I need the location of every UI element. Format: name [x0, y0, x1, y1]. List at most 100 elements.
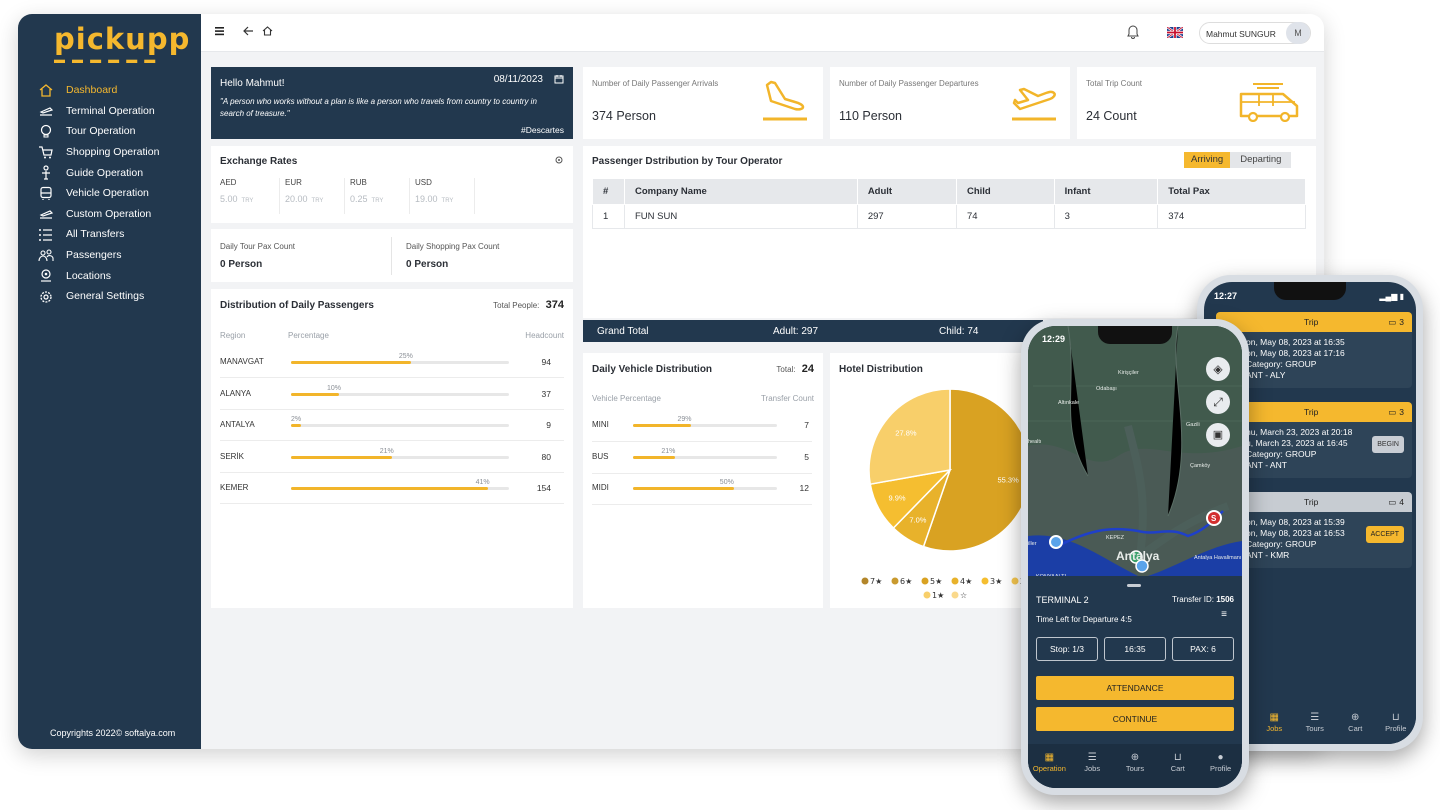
job-count: 4	[1399, 497, 1404, 507]
tab-jobs[interactable]: ☰ Jobs	[1072, 752, 1112, 788]
sidebar-item-shopping-operation[interactable]: Shopping Operation	[38, 142, 198, 163]
sidebar-item-terminal-operation[interactable]: Terminal Operation	[38, 101, 198, 122]
sidebar-item-dashboard[interactable]: Dashboard	[38, 80, 198, 101]
expand-icon[interactable]: ⤢	[1206, 390, 1230, 414]
menu-icon[interactable]	[215, 26, 225, 36]
tours-icon: ⊕	[1130, 752, 1140, 763]
total-people-value: 374	[545, 299, 564, 311]
sidebar-nav: Dashboard Terminal Operation Tour Operatio…	[38, 80, 198, 307]
rate-unit: TRY	[311, 198, 324, 204]
table-row[interactable]: 1 FUN SUN 297 74 3 374	[592, 204, 1306, 229]
percentage-label: 2%	[291, 416, 302, 424]
trip-count-label: Total Trip Count	[1086, 79, 1143, 88]
tab-profile[interactable]: ● Profile	[1201, 752, 1241, 788]
table-body: 1 FUN SUN 297 74 3 374	[592, 204, 1306, 229]
gear-icon	[38, 289, 54, 303]
map-label: Odabaşı	[1096, 386, 1117, 392]
phone1-tabbar: ▦ Operation ☰ Jobs ⊕ Tours ⊔ Cart ● Profile	[1028, 744, 1242, 788]
tab-tours[interactable]: ⊕ Tours	[1115, 752, 1155, 788]
continue-button[interactable]: CONTINUE	[1036, 707, 1234, 731]
bell-icon[interactable]	[1127, 25, 1139, 39]
tab-tours[interactable]: ☰ Tours	[1295, 712, 1335, 744]
job-count: 3	[1399, 317, 1404, 327]
rate-code: RUB	[350, 178, 367, 187]
sidebar-item-all-transfers[interactable]: All Transfers	[38, 224, 198, 245]
departing-tab[interactable]: Departing	[1230, 152, 1292, 168]
vehicle-total-value: 24	[801, 363, 814, 375]
pickupp-logo[interactable]: pickupp ▬ ▬ ▬ ▬ ▬ ▬	[54, 24, 189, 70]
headcount: 80	[541, 451, 551, 462]
rate-value-line: 19.00 TRY	[415, 194, 474, 204]
tab-cart[interactable]: ⊕ Cart	[1335, 712, 1375, 744]
pie-slice-4[interactable]	[868, 388, 951, 486]
transfer-count: 7	[804, 420, 809, 430]
cart-icon: ⊕	[1351, 712, 1360, 723]
gear-icon[interactable]	[554, 155, 564, 165]
bus-icon: ▭	[1388, 497, 1397, 507]
greeting-text: Hello Mahmut!	[220, 78, 285, 89]
sidebar-item-vehicle-operation[interactable]: Vehicle Operation	[38, 183, 198, 204]
home-icon	[38, 83, 54, 97]
tab-profile[interactable]: ⊔ Profile	[1376, 712, 1416, 744]
table-cell: 374	[1157, 204, 1306, 229]
operator-table: # Company Name Adult Child Infant Total Pax 1…	[592, 178, 1306, 229]
rate-eur: EUR 20.00 TRY	[285, 178, 345, 214]
lock-icon[interactable]: ▣	[1206, 423, 1230, 447]
home-icon[interactable]	[262, 26, 273, 36]
back-arrow-icon[interactable]	[243, 26, 254, 36]
terminal-name: TERMINAL 2	[1036, 595, 1089, 605]
sidebar-item-tour-operation[interactable]: Tour Operation	[38, 121, 198, 142]
sidebar-item-locations[interactable]: Locations	[38, 265, 198, 286]
notes-icon[interactable]: ≡	[1221, 609, 1227, 620]
col-headcount: Headcount	[525, 331, 564, 340]
uk-flag-icon[interactable]	[1167, 27, 1183, 38]
phone2-time: 12:27	[1214, 291, 1238, 301]
job-card-header: Trip ▭ 3	[1216, 312, 1412, 332]
job-detail: nu, March 23, 2023 at 20:18	[1246, 427, 1353, 437]
plane-icon	[38, 207, 54, 221]
accept-button[interactable]: ACCEPT	[1365, 526, 1404, 543]
attendance-button[interactable]: ATTENDANCE	[1036, 676, 1234, 700]
map-label: Çamköy	[1190, 463, 1210, 469]
phone-operation: S Kirişçiler Odabaşı Altınkale Gazili Çamköy…	[1021, 319, 1249, 795]
location-icon	[38, 269, 54, 283]
drag-handle[interactable]	[1127, 584, 1141, 587]
job-card[interactable]: Trip ▭ 3 on, May 08, 2023 at 16:35 on, May 0…	[1216, 312, 1412, 388]
table-row: BUS 21% 5	[583, 443, 823, 474]
legend-label: ☆	[960, 591, 967, 600]
rate-rub: RUB 0.25 TRY	[350, 178, 410, 214]
hotel-title: Hotel Distribution	[839, 364, 923, 375]
map-label: Gazili	[1186, 422, 1200, 428]
departures-card: Number of Daily Passenger Departures 110…	[830, 67, 1070, 139]
sidebar-item-custom-operation[interactable]: Custom Operation	[38, 204, 198, 225]
profile-icon: ⊔	[1391, 712, 1400, 723]
rate-code: USD	[415, 178, 432, 187]
greeting-card: Hello Mahmut! 08/11/2023 "A person who w…	[211, 67, 573, 139]
operator-distribution-card: Passenger Dstribution by Tour Operator #…	[583, 146, 1316, 318]
user-menu[interactable]: Mahmut SUNGUR M	[1199, 22, 1311, 44]
plane-icon	[38, 104, 54, 118]
legend-swatch	[951, 577, 959, 585]
column-header: Infant	[1053, 178, 1159, 205]
phone2-status-icons: ▂▄▆ ▮	[1379, 292, 1404, 301]
vehicle-bar-fill	[633, 455, 676, 459]
tab-operation[interactable]: ▦ Operation	[1029, 752, 1069, 788]
column-header: Child	[955, 178, 1055, 205]
cart-icon	[38, 145, 54, 159]
tab-label: Profile	[1209, 764, 1232, 773]
begin-button[interactable]: BEGIN	[1372, 436, 1404, 453]
tour-pax-label: Daily Tour Pax Count	[220, 242, 295, 251]
sidebar-item-passengers[interactable]: Passengers	[38, 245, 198, 266]
tab-cart[interactable]: ⊔ Cart	[1158, 752, 1198, 788]
arriving-tab[interactable]: Arriving	[1184, 152, 1231, 168]
sidebar-item-guide-operation[interactable]: Guide Operation	[38, 162, 198, 183]
percentage-label: 41%	[475, 479, 490, 487]
transfer-id: 1506	[1216, 595, 1234, 604]
navigate-icon[interactable]: ◈	[1206, 357, 1230, 381]
calendar-icon[interactable]	[554, 74, 564, 84]
tab-jobs[interactable]: ▦ Jobs	[1254, 712, 1294, 744]
sidebar-item-general-settings[interactable]: General Settings	[38, 286, 198, 307]
time-left-value: 4:5	[1120, 615, 1132, 624]
svg-text:S: S	[1211, 514, 1217, 523]
tab-label: Profile	[1385, 724, 1407, 733]
